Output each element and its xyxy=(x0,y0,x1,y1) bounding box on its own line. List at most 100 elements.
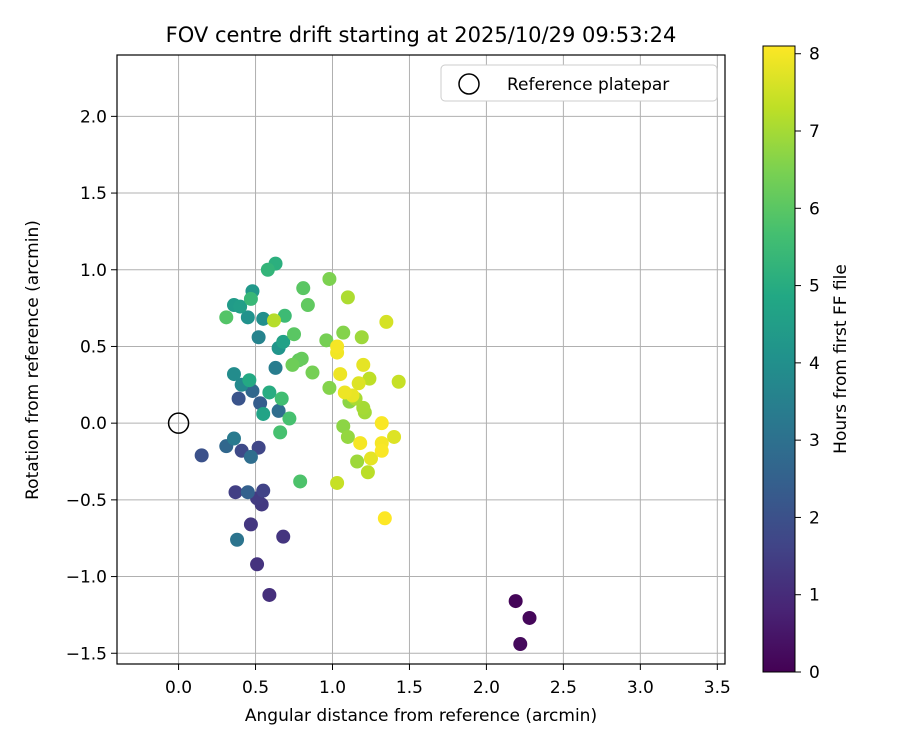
colorbar-tick-label: 0 xyxy=(809,663,820,683)
data-point xyxy=(360,465,375,480)
data-point xyxy=(253,396,268,411)
y-tick-label: 0.0 xyxy=(80,414,107,434)
y-axis-ticks: −1.5 −1.0 −0.5 0.0 0.5 1.0 1.5 2.0 xyxy=(66,107,117,664)
chart-title: FOV centre drift starting at 2025/10/29 … xyxy=(166,23,677,47)
scatter-points xyxy=(194,256,537,652)
data-point xyxy=(351,376,366,391)
data-point xyxy=(243,291,258,306)
data-point xyxy=(353,436,368,451)
data-point xyxy=(250,557,265,572)
data-point xyxy=(363,451,378,466)
y-tick-label: −0.5 xyxy=(66,491,107,511)
data-point xyxy=(340,429,355,444)
legend-entry-reference-platepar: Reference platepar xyxy=(507,75,669,95)
data-point xyxy=(340,290,355,305)
x-tick-label: 1.0 xyxy=(319,678,346,698)
data-point xyxy=(267,313,282,328)
colorbar-gradient xyxy=(763,46,795,672)
x-tick-label: 3.0 xyxy=(627,678,654,698)
y-tick-label: 1.5 xyxy=(80,184,107,204)
data-point xyxy=(350,454,365,469)
data-point xyxy=(282,411,297,426)
colorbar-label: Hours from first FF file xyxy=(831,264,851,454)
y-tick-label: 2.0 xyxy=(80,107,107,127)
data-point xyxy=(287,327,302,342)
grid-lines xyxy=(117,55,725,664)
data-point xyxy=(277,308,292,323)
data-point xyxy=(226,367,241,382)
colorbar-tick-label: 4 xyxy=(809,354,820,374)
data-point xyxy=(194,448,209,463)
data-point xyxy=(243,449,258,464)
data-point xyxy=(377,511,392,526)
data-point xyxy=(300,298,315,313)
data-point xyxy=(240,310,255,325)
data-point xyxy=(336,419,351,434)
data-point xyxy=(231,391,246,406)
data-point xyxy=(330,475,345,490)
data-point xyxy=(271,403,286,418)
data-point xyxy=(251,440,266,455)
data-point xyxy=(362,371,377,386)
data-point xyxy=(513,637,528,652)
data-point xyxy=(319,333,334,348)
data-point xyxy=(219,310,234,325)
x-tick-label: 0.0 xyxy=(165,678,192,698)
data-point xyxy=(374,443,389,458)
data-point xyxy=(240,485,255,500)
x-tick-label: 0.5 xyxy=(242,678,269,698)
legend: Reference platepar xyxy=(440,64,718,102)
colorbar-ticks: 0 1 2 3 4 5 6 7 8 xyxy=(795,45,820,683)
data-point xyxy=(322,380,337,395)
data-point xyxy=(356,400,371,415)
legend-marker-icon xyxy=(458,73,480,95)
colorbar-tick-label: 6 xyxy=(809,199,820,219)
colorbar-tick-label: 8 xyxy=(809,45,820,65)
data-point xyxy=(333,367,348,382)
data-point xyxy=(337,385,352,400)
data-point xyxy=(305,365,320,380)
data-point xyxy=(233,299,248,314)
data-point xyxy=(296,281,311,296)
colorbar-frame xyxy=(762,45,796,673)
colorbar-tick-label: 3 xyxy=(809,431,820,451)
x-axis-label: Angular distance from reference (arcmin) xyxy=(245,706,597,726)
data-point xyxy=(243,517,258,532)
data-point xyxy=(230,532,245,547)
data-point xyxy=(391,374,406,389)
colorbar-tick-label: 5 xyxy=(809,277,820,297)
data-point xyxy=(276,334,291,349)
data-point xyxy=(242,373,257,388)
data-point xyxy=(262,587,277,602)
x-tick-label: 1.5 xyxy=(396,678,423,698)
data-point xyxy=(274,391,289,406)
colorbar-tick-label: 1 xyxy=(809,586,820,606)
y-axis-label: Rotation from reference (arcmin) xyxy=(23,220,43,500)
legend-box xyxy=(440,64,718,102)
data-point xyxy=(262,385,277,400)
y-tick-label: 1.0 xyxy=(80,261,107,281)
x-tick-label: 3.5 xyxy=(704,678,731,698)
x-axis-ticks: 0.0 0.5 1.0 1.5 2.0 2.5 3.0 3.5 xyxy=(165,664,731,698)
data-point xyxy=(322,271,337,286)
data-point xyxy=(226,431,241,446)
data-point xyxy=(356,357,371,372)
data-point xyxy=(276,529,291,544)
data-point xyxy=(228,485,243,500)
data-point xyxy=(285,357,300,372)
y-tick-label: −1.0 xyxy=(66,568,107,588)
colorbar: 0 1 2 3 4 5 6 7 8 Hours from first FF file xyxy=(762,45,851,683)
data-point xyxy=(256,406,271,421)
data-point xyxy=(251,330,266,345)
data-point xyxy=(273,425,288,440)
colorbar-tick-label: 7 xyxy=(809,122,820,142)
data-point xyxy=(260,262,275,277)
data-point xyxy=(387,429,402,444)
colorbar-tick-label: 2 xyxy=(809,508,820,528)
data-point xyxy=(336,325,351,340)
data-point xyxy=(268,360,283,375)
data-point xyxy=(379,314,394,329)
plot-frame xyxy=(116,54,726,665)
data-point xyxy=(522,610,537,625)
